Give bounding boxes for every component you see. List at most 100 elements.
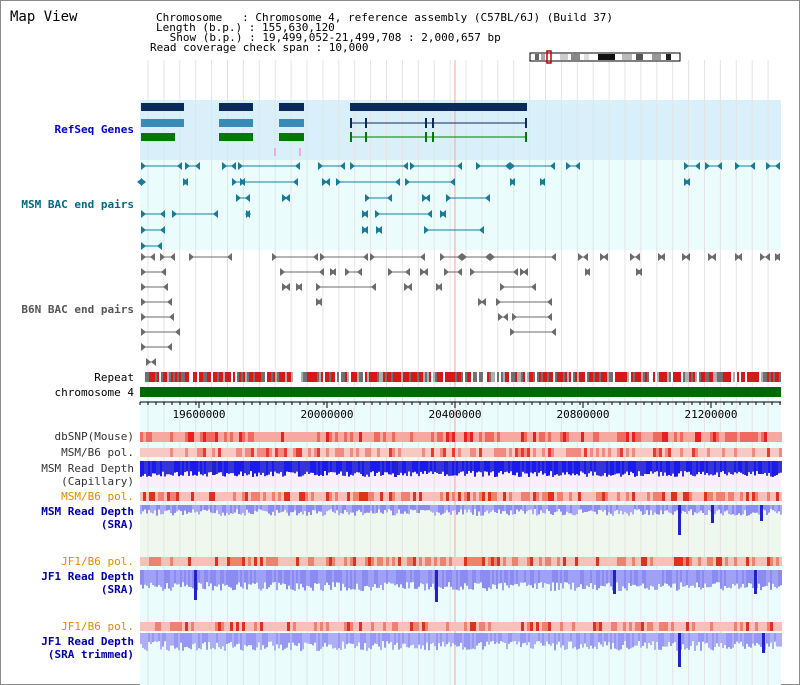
repeat-segment <box>429 372 431 382</box>
jf1-b6-pol-cell <box>353 622 356 631</box>
refseq-gene <box>141 103 184 111</box>
msm-b6-pol-cell <box>521 492 524 501</box>
jf1-trimmed-depth <box>372 633 374 646</box>
dbsnp-cell <box>722 432 725 442</box>
msm-b6-pol-cell <box>227 492 230 501</box>
dbsnp-cell <box>401 432 404 442</box>
jf1-b6-pol-cell <box>206 557 209 566</box>
jf1-b6-pol-cell <box>329 622 332 631</box>
repeat-segment <box>463 372 465 382</box>
repeat-segment <box>595 372 597 382</box>
jf1-trimmed-depth <box>774 633 776 642</box>
dbsnp-cell <box>779 432 782 442</box>
jf1-sra-depth <box>232 570 234 591</box>
jf1-b6-pol-cell <box>524 557 527 566</box>
msm-capillary-depth <box>228 461 230 474</box>
jf1-trimmed-depth <box>202 633 204 644</box>
msm-sra-depth <box>252 505 254 515</box>
jf1-sra-depth <box>300 570 302 584</box>
repeat-segment <box>443 372 445 382</box>
track-label-msm-bac[interactable]: MSM BAC end pairs <box>21 198 134 211</box>
msm-capillary-depth <box>604 461 606 474</box>
repeat-segment <box>537 372 539 382</box>
msm-sra-depth <box>766 505 768 515</box>
jf1-b6-pol-cell <box>545 557 548 566</box>
msm-sra-track-bg <box>140 503 781 558</box>
msm-bac-end <box>195 162 200 170</box>
jf1-trimmed-depth <box>628 633 630 650</box>
dbsnp-cell <box>671 432 674 442</box>
dbsnp-cell <box>428 432 431 442</box>
repeat-segment <box>303 372 305 382</box>
msm-b6-pol-cell <box>146 448 149 457</box>
jf1-sra-depth <box>590 570 592 584</box>
msm-capillary-depth <box>238 461 240 475</box>
msm-sra-depth <box>278 505 280 513</box>
jf1-sra-depth <box>150 570 152 583</box>
repeat-segment <box>399 372 401 382</box>
jf1-sra-depth <box>616 570 618 583</box>
msm-capillary-depth <box>452 461 454 476</box>
repeat-segment <box>327 372 329 382</box>
jf1-b6-pol-cell <box>152 557 155 566</box>
msm-b6-pol-cell <box>296 448 299 457</box>
repeat-segment <box>573 372 575 382</box>
msm-capillary-depth <box>642 461 644 477</box>
msm-bac-end <box>425 194 430 202</box>
jf1-b6-pol-cell <box>350 622 353 631</box>
dbsnp-cell <box>515 432 518 442</box>
jf1-sra-depth <box>452 570 454 590</box>
jf1-sra-depth <box>348 570 350 589</box>
msm-capillary-depth <box>210 461 212 472</box>
msm-bac-end <box>750 162 755 170</box>
msm-capillary-depth <box>564 461 566 475</box>
msm-bac-end <box>350 162 355 170</box>
repeat-segment <box>425 372 427 382</box>
msm-b6-pol-cell <box>623 492 626 501</box>
msm-b6-pol-cell <box>221 492 224 501</box>
jf1-sra-depth <box>142 570 144 589</box>
msm-capillary-depth <box>536 461 538 477</box>
jf1-b6-pol-cell <box>356 622 359 631</box>
jf1-b6-pol-cell <box>161 557 164 566</box>
msm-sra-depth <box>392 505 394 516</box>
jf1-b6-pol-cell <box>515 622 518 631</box>
jf1-sra-depth <box>316 570 318 584</box>
msm-capillary-depth <box>156 461 158 476</box>
jf1-b6-pol-cell <box>353 557 356 566</box>
jf1-b6-pol-cell <box>590 557 593 566</box>
jf1-sra-depth <box>324 570 326 586</box>
jf1-b6-pol-cell <box>770 622 773 631</box>
msm-bac-end <box>735 162 740 170</box>
repeat-segment <box>465 372 467 382</box>
msm-capillary-depth <box>570 461 572 476</box>
msm-capillary-depth <box>378 461 380 472</box>
jf1-b6-pol-cell <box>599 622 602 631</box>
jf1-b6-pol-cell <box>449 622 452 631</box>
msm-b6-pol-cell <box>506 448 509 457</box>
jf1-trimmed-depth <box>170 633 172 646</box>
track-label-b6n-bac[interactable]: B6N BAC end pairs <box>21 303 134 316</box>
msm-b6-pol-cell <box>491 448 494 457</box>
jf1-trimmed-depth <box>658 633 660 650</box>
jf1-sra-depth <box>680 570 682 583</box>
msm-sra-depth <box>570 505 572 514</box>
track-label-refseq[interactable]: RefSeq Genes <box>54 123 134 136</box>
jf1-sra-depth <box>628 570 630 584</box>
msm-sra-depth-spike <box>711 505 714 523</box>
msm-b6-pol-cell <box>485 448 488 457</box>
msm-sra-depth <box>442 505 444 514</box>
msm-capillary-depth <box>258 461 260 473</box>
jf1-b6-pol-cell <box>581 557 584 566</box>
msm-bac-end <box>479 226 484 234</box>
repeat-segment <box>197 372 199 382</box>
msm-b6-pol-cell <box>311 492 314 501</box>
repeat-segment <box>733 372 735 382</box>
dbsnp-cell <box>407 432 410 442</box>
jf1-sra-depth <box>162 570 164 591</box>
dbsnp-cell <box>158 432 161 442</box>
repeat-segment <box>411 372 413 382</box>
repeat-segment <box>407 372 409 382</box>
